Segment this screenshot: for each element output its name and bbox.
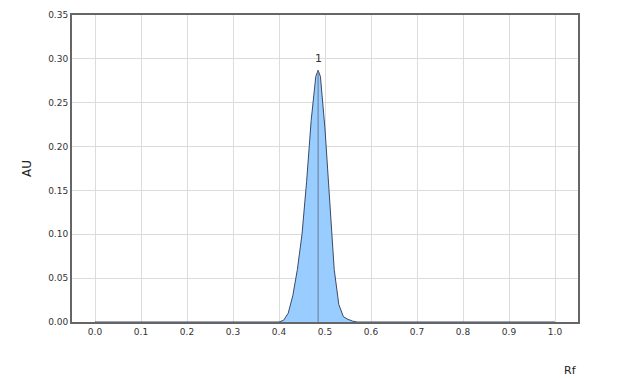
svg-text:1.0: 1.0	[548, 327, 563, 337]
svg-text:Rf: Rf	[564, 364, 577, 377]
svg-text:0.5: 0.5	[318, 327, 332, 337]
svg-text:0.25: 0.25	[48, 98, 68, 108]
svg-text:0.35: 0.35	[48, 10, 68, 20]
svg-text:0.8: 0.8	[456, 327, 471, 337]
svg-text:0.05: 0.05	[48, 273, 68, 283]
svg-text:0.2: 0.2	[180, 327, 194, 337]
svg-text:AU: AU	[20, 160, 34, 177]
svg-text:0.00: 0.00	[48, 317, 68, 327]
svg-text:0.1: 0.1	[134, 327, 148, 337]
svg-text:0.10: 0.10	[48, 229, 68, 239]
svg-text:0.30: 0.30	[48, 54, 68, 64]
svg-text:0.15: 0.15	[48, 186, 68, 196]
svg-text:0.4: 0.4	[272, 327, 287, 337]
svg-text:1: 1	[315, 52, 322, 65]
svg-text:0.3: 0.3	[226, 327, 240, 337]
svg-text:0.9: 0.9	[502, 327, 517, 337]
svg-text:0.6: 0.6	[364, 327, 379, 337]
svg-text:0.20: 0.20	[48, 142, 68, 152]
svg-text:0.7: 0.7	[410, 327, 424, 337]
svg-text:0.0: 0.0	[88, 327, 103, 337]
